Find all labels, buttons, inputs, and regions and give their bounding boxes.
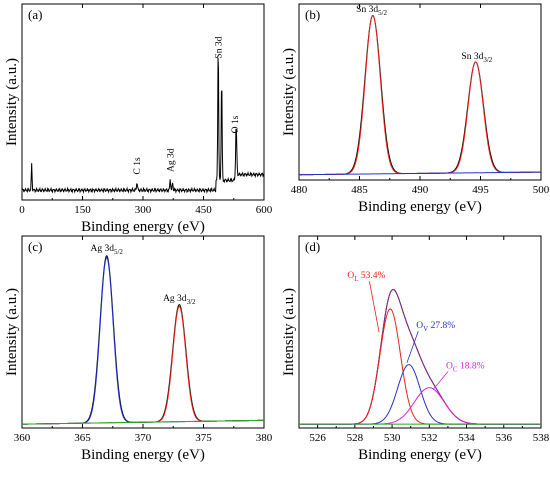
annotation-text: O: [446, 361, 453, 371]
x-tick-label: 450: [195, 204, 212, 216]
plot-frame: [298, 3, 542, 181]
series-0-line: [298, 15, 542, 176]
x-axis-title: Binding energy (eV): [81, 447, 205, 463]
annotation-arrow: [406, 331, 419, 363]
annotation-sub: 3/2: [187, 298, 196, 306]
x-axis-title: Binding energy (eV): [81, 219, 205, 235]
y-axis-title: Intensity (a.u.): [4, 288, 20, 376]
annotation-sub: L: [354, 275, 358, 283]
y-axis-title: Intensity (a.u.): [4, 58, 20, 146]
x-tick-label: 528: [347, 432, 364, 444]
peak-annotation: Sn 3d3/2: [461, 52, 492, 64]
annotation-arrow: [432, 371, 449, 390]
series-1-line: [21, 257, 265, 425]
peak-annotation: OL 53.4%: [347, 271, 385, 283]
peak-annotation: O 1s: [231, 115, 241, 133]
series-0-line: [21, 57, 265, 194]
x-tick-label: 495: [472, 184, 489, 196]
series-1-line: [298, 15, 542, 176]
x-tick-label: 485: [351, 184, 368, 196]
panel-label: (c): [28, 239, 42, 254]
x-tick-label: 0: [19, 204, 25, 216]
peak-annotation: C 1s: [133, 157, 143, 174]
annotation-text: Ag 3d: [90, 244, 114, 254]
panel-2: 360 365 370 375 380 (c) Binding energy (eV) Int…: [4, 235, 273, 463]
peak-annotation: Ag 3d3/2: [163, 294, 196, 306]
panel-3: 526 528 530 532 534 536 538 (d) Binding energy (…: [281, 235, 550, 463]
x-tick-label: 526: [309, 432, 326, 444]
annotation-rest: 18.8%: [458, 361, 485, 371]
peak-annotation: Ag 3d: [166, 148, 176, 172]
x-tick-label: 375: [195, 432, 212, 444]
series-1-line: [299, 288, 541, 425]
annotation-sub: 5/2: [378, 9, 387, 17]
annotation-text: Sn 3d: [461, 52, 483, 62]
x-tick-label: 365: [74, 432, 91, 444]
x-tick-label: 532: [421, 432, 438, 444]
x-axis-title: Binding energy (eV): [358, 447, 482, 463]
annotation-sub: C: [453, 365, 458, 373]
panel-label: (d): [305, 239, 320, 254]
plot-frame: [298, 235, 542, 429]
series-2-line: [21, 305, 265, 425]
series-4-line: [299, 387, 541, 425]
panel-label: (a): [28, 7, 42, 22]
annotation-text: O: [347, 271, 354, 281]
panel-1: 480 485 490 495 500 (b) Binding energy (eV) Int…: [281, 3, 550, 215]
series-0-line: [21, 255, 265, 425]
x-tick-label: 300: [135, 204, 152, 216]
y-axis-title: Intensity (a.u.): [281, 48, 297, 136]
panel-label: (b): [305, 7, 320, 22]
plot-frame: [21, 235, 265, 429]
peak-annotation: Sn 3d5/2: [356, 5, 387, 17]
x-tick-label: 600: [256, 204, 273, 216]
x-axis-title: Binding energy (eV): [358, 199, 482, 215]
annotation-rest: 27.8%: [428, 321, 455, 331]
annotation-sub: V: [423, 325, 428, 333]
x-tick-label: 500: [533, 184, 550, 196]
x-tick-label: 150: [74, 204, 91, 216]
x-tick-label: 538: [533, 432, 550, 444]
peak-annotation: OV 27.8%: [416, 321, 455, 333]
plot-frame: [21, 3, 265, 201]
annotation-text: Ag 3d: [163, 294, 187, 304]
x-tick-label: 480: [291, 184, 308, 196]
annotation-sub: 5/2: [114, 248, 123, 256]
annotation-rest: 53.4%: [359, 271, 386, 281]
x-tick-label: 490: [412, 184, 429, 196]
x-tick-label: 370: [135, 432, 152, 444]
x-tick-label: 380: [256, 432, 273, 444]
x-tick-label: 536: [496, 432, 513, 444]
peak-annotation: OC 18.8%: [446, 361, 485, 373]
x-tick-label: 360: [14, 432, 31, 444]
y-axis-title: Intensity (a.u.): [281, 288, 297, 376]
peak-annotation: Ag 3d5/2: [90, 244, 123, 256]
x-tick-label: 530: [384, 432, 401, 444]
panel-0: 0 150 300 450 600 (a) Binding energy (eV) Inten…: [4, 3, 273, 235]
annotation-sub: 3/2: [483, 56, 492, 64]
series-3-line: [21, 419, 265, 425]
peak-annotation: Sn 3d: [214, 36, 224, 58]
annotation-text: Sn 3d: [356, 5, 378, 15]
annotation-text: O: [416, 321, 423, 331]
annotation-arrow: [369, 281, 380, 333]
series-2-line: [298, 171, 542, 176]
x-tick-label: 534: [458, 432, 475, 444]
